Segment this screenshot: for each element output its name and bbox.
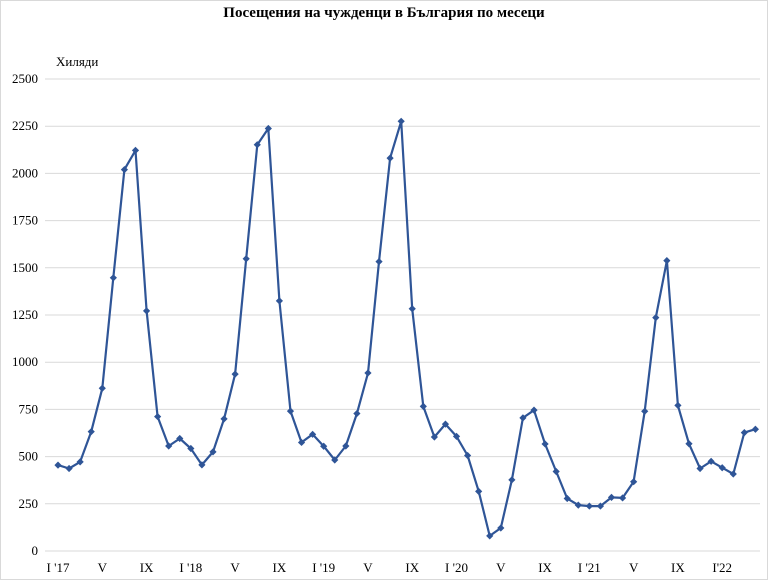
data-point (641, 407, 649, 415)
data-point (120, 166, 129, 174)
data-point (685, 440, 693, 448)
x-tick-label: V (98, 560, 108, 575)
data-point (76, 458, 84, 466)
data-point (463, 451, 472, 460)
y-tick-label: 2250 (12, 118, 38, 133)
y-tick-label: 2000 (12, 165, 38, 180)
data-point (275, 297, 283, 305)
data-point (707, 457, 715, 465)
y-tick-label: 1000 (12, 354, 38, 369)
data-point (508, 476, 516, 484)
data-point (452, 432, 461, 440)
x-tick-label: I '21 (578, 560, 601, 575)
x-tick-label: I '17 (47, 560, 70, 575)
data-point (663, 257, 671, 265)
y-tick-label: 1750 (12, 213, 38, 228)
x-tick-label: IX (140, 560, 154, 575)
x-tick-label: V (363, 560, 373, 575)
data-point (142, 307, 151, 315)
data-point (397, 117, 405, 125)
data-point (618, 494, 627, 502)
y-tick-label: 750 (19, 401, 39, 416)
x-tick-label: IX (538, 560, 552, 575)
data-point (751, 425, 760, 433)
data-point (419, 402, 427, 410)
data-point (65, 464, 73, 473)
data-point (386, 154, 394, 162)
data-point (131, 146, 140, 154)
data-point (264, 124, 272, 133)
chart-title: Посещения на чужденци в България по месе… (223, 5, 545, 21)
data-point (309, 430, 317, 438)
data-point (286, 407, 295, 415)
data-point (607, 493, 616, 501)
data-point (486, 532, 494, 540)
data-point (165, 442, 173, 450)
data-point (552, 467, 560, 476)
data-point (563, 494, 571, 503)
data-point (176, 434, 184, 443)
data-point (585, 502, 593, 510)
y-axis-unit-label: Хиляди (56, 54, 99, 69)
y-tick-label: 250 (19, 496, 39, 511)
data-point (530, 406, 538, 414)
x-tick-label: I '19 (312, 560, 335, 575)
data-point (497, 524, 505, 532)
data-point (740, 429, 748, 437)
data-point (541, 440, 549, 448)
data-point (475, 487, 483, 495)
data-point (187, 444, 195, 453)
data-point (574, 501, 582, 509)
x-tick-label: V (496, 560, 506, 575)
data-point (109, 274, 117, 282)
data-point (408, 305, 416, 313)
x-tick-label: V (629, 560, 639, 575)
data-point (231, 370, 239, 378)
data-point (375, 257, 383, 266)
y-tick-label: 0 (32, 543, 39, 558)
y-tick-label: 500 (19, 449, 39, 464)
data-point (297, 438, 306, 447)
data-point (596, 502, 605, 510)
x-tick-label: I'22 (712, 560, 732, 575)
data-point (220, 415, 228, 423)
data-point (364, 369, 372, 377)
data-point (331, 456, 339, 464)
data-point (652, 314, 660, 322)
data-point (87, 428, 95, 436)
data-point (674, 401, 682, 410)
x-tick-label: IX (671, 560, 685, 575)
data-point (519, 414, 527, 422)
data-point (441, 420, 450, 428)
data-point (209, 448, 217, 456)
data-point (242, 255, 250, 263)
x-tick-label: I '20 (445, 560, 468, 575)
data-point (253, 141, 261, 149)
y-tick-label: 1500 (12, 260, 38, 275)
data-point (54, 461, 62, 469)
x-tick-label: I '18 (179, 560, 202, 575)
data-point (198, 461, 206, 469)
y-tick-label: 2500 (12, 71, 38, 86)
data-point (718, 464, 726, 472)
y-tick-label: 1250 (12, 307, 38, 322)
x-tick-label: IX (405, 560, 419, 575)
data-point (430, 433, 438, 441)
data-point (696, 464, 704, 473)
x-tick-label: V (230, 560, 240, 575)
data-point (353, 409, 361, 418)
data-point (342, 442, 350, 450)
data-point (729, 470, 737, 478)
series-line (57, 120, 756, 538)
data-point (154, 412, 162, 421)
data-point (320, 442, 328, 450)
x-tick-label: IX (273, 560, 287, 575)
data-point (98, 384, 106, 392)
data-point (630, 478, 638, 486)
